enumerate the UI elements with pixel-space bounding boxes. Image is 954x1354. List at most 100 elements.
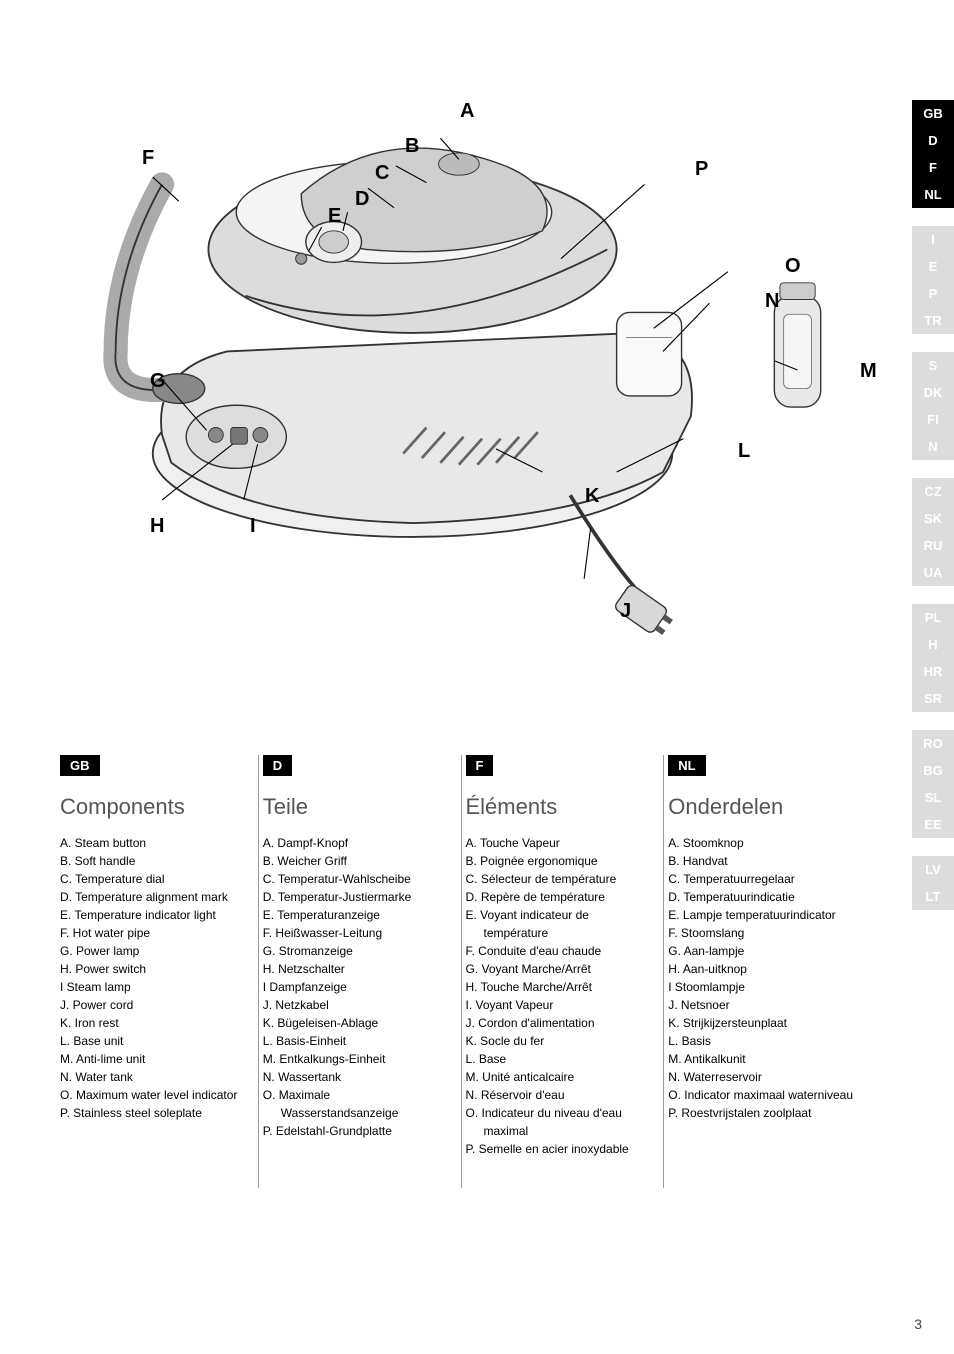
column-F: F Éléments A. Touche VapeurB. Poignée ergo…: [462, 755, 665, 1188]
lang-group: ROBGSLEE: [912, 730, 954, 838]
column-NL: NLOnderdelenA. StoomknopB. HandvatC. Tem…: [664, 755, 866, 1188]
diagram-label-A: A: [460, 100, 474, 123]
column-badge: F: [466, 755, 494, 776]
diagram-label-L: L: [738, 440, 750, 463]
page-number: 3: [914, 1316, 922, 1332]
component-list: A. StoomknopB. HandvatC. Temperatuurrege…: [668, 834, 854, 1122]
lang-tab-H[interactable]: H: [912, 631, 954, 658]
diagram-label-P: P: [695, 158, 708, 181]
component-item: I Dampfanzeige: [263, 978, 449, 996]
product-diagram: ABCDEFGHIJKLMNOP: [60, 40, 830, 700]
component-item: G. Power lamp: [60, 942, 246, 960]
diagram-label-C: C: [375, 162, 389, 185]
lang-group: IEPTR: [912, 226, 954, 334]
component-item: C. Temperatuurregelaar: [668, 870, 854, 888]
lang-tab-SL[interactable]: SL: [912, 784, 954, 811]
component-item: K. Bügeleisen-Ablage: [263, 1014, 449, 1032]
component-item: L. Basis-Einheit: [263, 1032, 449, 1050]
diagram-label-B: B: [405, 135, 419, 158]
lang-tab-TR[interactable]: TR: [912, 307, 954, 334]
diagram-label-N: N: [765, 290, 779, 313]
component-item: K. Strijkijzersteunplaat: [668, 1014, 854, 1032]
lang-tab-D[interactable]: D: [912, 127, 954, 154]
component-item: J. Power cord: [60, 996, 246, 1014]
diagram-label-K: K: [585, 485, 599, 508]
lang-tab-PL[interactable]: PL: [912, 604, 954, 631]
component-item: H. Netzschalter: [263, 960, 449, 978]
component-item: B. Poignée ergonomique: [466, 852, 652, 870]
component-item: M. Entkalkungs-Einheit: [263, 1050, 449, 1068]
component-item: P. Edelstahl-Grundplatte: [263, 1122, 449, 1140]
lang-tab-S[interactable]: S: [912, 352, 954, 379]
column-title: Components: [60, 794, 246, 820]
component-item: L. Base: [466, 1050, 652, 1068]
component-item: E. Temperaturanzeige: [263, 906, 449, 924]
lang-tab-EE[interactable]: EE: [912, 811, 954, 838]
component-item: N. Waterreservoir: [668, 1068, 854, 1086]
component-item: K. Socle du fer: [466, 1032, 652, 1050]
component-item: L. Base unit: [60, 1032, 246, 1050]
column-D: D Teile A. Dampf-KnopfB. Weicher GriffC. T…: [259, 755, 462, 1188]
lang-tab-SK[interactable]: SK: [912, 505, 954, 532]
lang-tab-RU[interactable]: RU: [912, 532, 954, 559]
lang-tab-SR[interactable]: SR: [912, 685, 954, 712]
component-item: H. Touche Marche/Arrêt: [466, 978, 652, 996]
component-item: B. Soft handle: [60, 852, 246, 870]
component-item: G. Aan-lampje: [668, 942, 854, 960]
component-item: B. Handvat: [668, 852, 854, 870]
lang-tab-NL[interactable]: NL: [912, 181, 954, 208]
diagram-label-D: D: [355, 188, 369, 211]
lang-tab-BG[interactable]: BG: [912, 757, 954, 784]
diagram-label-E: E: [328, 205, 341, 228]
lang-tab-FI[interactable]: FI: [912, 406, 954, 433]
column-title: Teile: [263, 794, 449, 820]
component-item: F. Conduite d'eau chaude: [466, 942, 652, 960]
lang-tab-DK[interactable]: DK: [912, 379, 954, 406]
component-item: K. Iron rest: [60, 1014, 246, 1032]
component-item: A. Touche Vapeur: [466, 834, 652, 852]
lang-tab-RO[interactable]: RO: [912, 730, 954, 757]
component-item: I. Voyant Vapeur: [466, 996, 652, 1014]
component-item: O. Indicateur du niveau d'eau maximal: [466, 1104, 652, 1140]
component-item: F. Stoomslang: [668, 924, 854, 942]
lang-group: SDKFIN: [912, 352, 954, 460]
lang-tab-CZ[interactable]: CZ: [912, 478, 954, 505]
lang-tab-LV[interactable]: LV: [912, 856, 954, 883]
component-item: O. Maximum water level indicator: [60, 1086, 246, 1104]
diagram-label-H: H: [150, 515, 164, 538]
column-GB: GBComponentsA. Steam buttonB. Soft handl…: [56, 755, 259, 1188]
component-item: G. Stromanzeige: [263, 942, 449, 960]
component-item: D. Temperatur-Justiermarke: [263, 888, 449, 906]
component-item: E. Voyant indicateur de température: [466, 906, 652, 942]
component-item: M. Unité anticalcaire: [466, 1068, 652, 1086]
component-item: I Steam lamp: [60, 978, 246, 996]
component-item: C. Temperatur-Wahlscheibe: [263, 870, 449, 888]
component-list: A. Dampf-KnopfB. Weicher GriffC. Tempera…: [263, 834, 449, 1140]
component-item: I Stoomlampje: [668, 978, 854, 996]
component-item: E. Temperature indicator light: [60, 906, 246, 924]
lang-tab-HR[interactable]: HR: [912, 658, 954, 685]
component-item: H. Power switch: [60, 960, 246, 978]
column-badge: NL: [668, 755, 705, 776]
column-title: Éléments: [466, 794, 652, 820]
diagram-label-J: J: [620, 600, 631, 623]
iron-illustration: [60, 40, 830, 700]
lang-tab-P[interactable]: P: [912, 280, 954, 307]
component-item: N. Réservoir d'eau: [466, 1086, 652, 1104]
lang-tab-LT[interactable]: LT: [912, 883, 954, 910]
component-item: E. Lampje temperatuurindicator: [668, 906, 854, 924]
lang-tab-I[interactable]: I: [912, 226, 954, 253]
lang-tab-F[interactable]: F: [912, 154, 954, 181]
lang-tab-GB[interactable]: GB: [912, 100, 954, 127]
component-item: J. Netzkabel: [263, 996, 449, 1014]
column-badge: D: [263, 755, 292, 776]
lang-tab-N[interactable]: N: [912, 433, 954, 460]
lang-tab-UA[interactable]: UA: [912, 559, 954, 586]
component-item: D. Temperature alignment mark: [60, 888, 246, 906]
lang-group: CZSKRUUA: [912, 478, 954, 586]
lang-tab-E[interactable]: E: [912, 253, 954, 280]
component-item: D. Repère de température: [466, 888, 652, 906]
diagram-label-G: G: [150, 370, 166, 393]
component-item: N. Water tank: [60, 1068, 246, 1086]
diagram-label-O: O: [785, 255, 801, 278]
